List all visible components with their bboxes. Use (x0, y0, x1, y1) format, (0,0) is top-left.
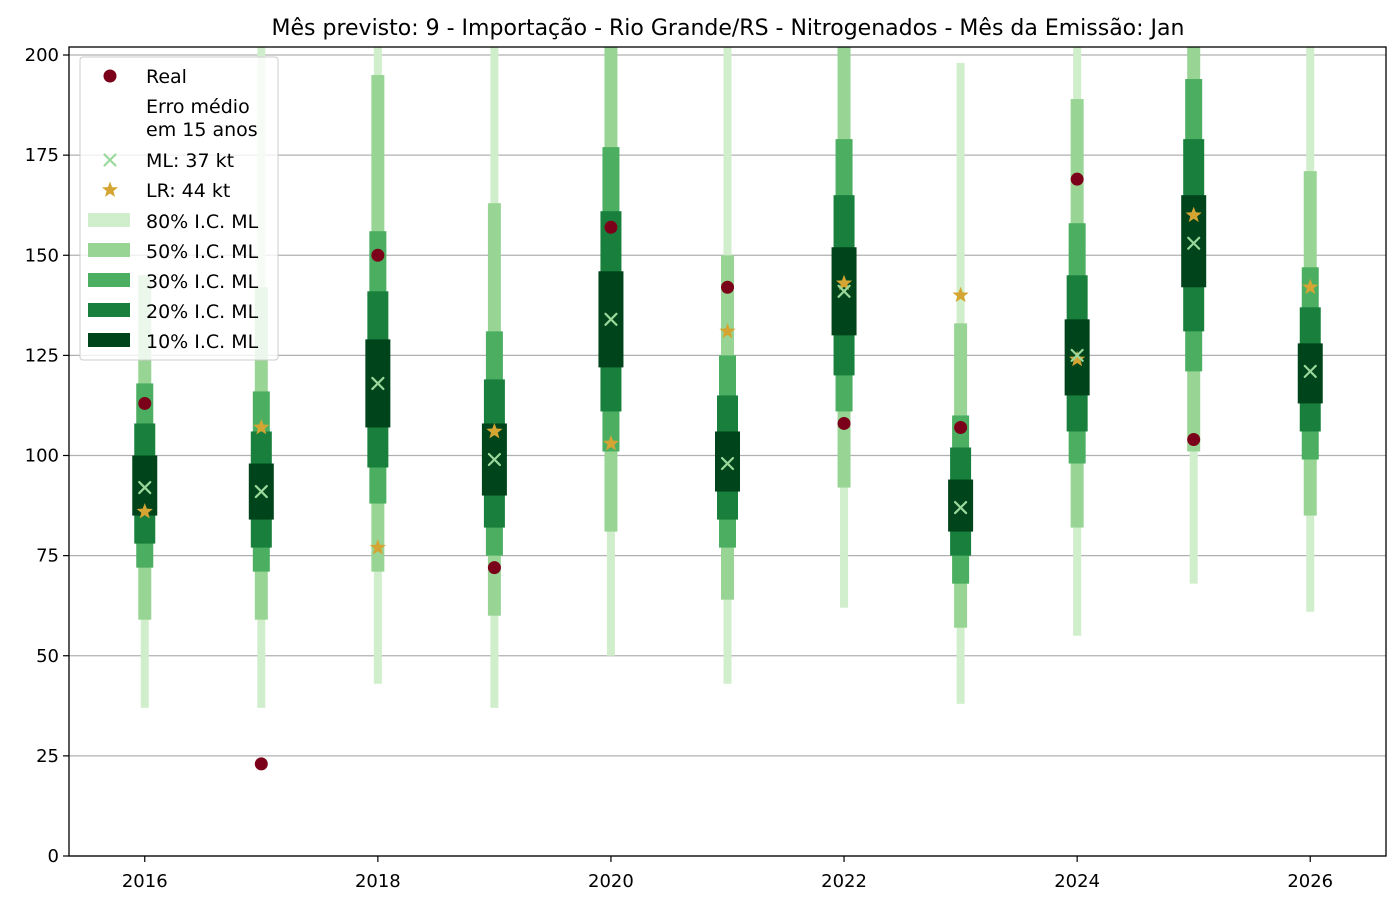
ml-point-2024-stroke-b (1070, 348, 1084, 362)
x-tick-label-2018: 2018 (355, 871, 401, 892)
real-point-2018 (371, 248, 385, 262)
x-tick-label-2020: 2020 (588, 871, 634, 892)
lr-point-2017 (253, 418, 270, 435)
y-tick-label-175: 175 (25, 145, 59, 166)
legend-ml-label: ML: 37 kt (146, 150, 234, 172)
legend-ci10-swatch (88, 333, 130, 347)
ml-point-2016-stroke-b (138, 480, 152, 495)
y-tick-label-75: 75 (36, 546, 59, 567)
x-tick-label-2022: 2022 (821, 871, 867, 892)
real-point-2017 (254, 757, 268, 771)
real-point-2020 (604, 220, 618, 234)
legend-ci80-label: 80% I.C. ML (146, 211, 259, 233)
ml-point-2019 (487, 452, 502, 467)
legend-error-header-line2: em 15 anos (146, 119, 258, 141)
legend-lr-marker (101, 181, 119, 197)
y-tick-label-125: 125 (25, 345, 59, 366)
ci10-bar-2026 (1297, 343, 1323, 404)
legend-ci30-label: 30% I.C. ML (146, 271, 259, 293)
ml-point-2017-stroke-b (254, 484, 268, 499)
legend-ci80-swatch (88, 213, 130, 227)
y-tick-label-25: 25 (36, 746, 59, 767)
ml-point-2021 (720, 456, 735, 471)
ml-point-2025-stroke-b (1187, 236, 1201, 250)
legend-ci20-label: 20% I.C. ML (146, 301, 259, 323)
lr-point-2016 (136, 503, 153, 519)
legend-lr-label: LR: 44 kt (146, 180, 230, 202)
y-axis: 0 25 50 75 100 125 150 175 200 (25, 45, 69, 867)
ml-point-2019-stroke-b (487, 452, 502, 467)
ml-point-2020-stroke-b (604, 312, 618, 326)
ml-point-2026-stroke-b (1303, 364, 1317, 379)
legend-ml-x (103, 153, 117, 167)
y-tick-label-0: 0 (48, 846, 59, 867)
interval-bars (132, 47, 1323, 708)
real-point-2022 (837, 416, 851, 430)
real-point-2023 (954, 420, 968, 434)
lr-point-2022 (835, 274, 853, 291)
x-tick-label-2024: 2024 (1054, 871, 1100, 892)
ml-point-2024 (1070, 348, 1084, 362)
ml-point-2022-stroke-b (837, 284, 851, 298)
real-point-2019 (487, 561, 501, 575)
legend: Real Erro médio em 15 anos ML: 37 kt LR:… (79, 56, 279, 361)
ml-point-2025 (1187, 236, 1201, 250)
ml-point-2021-stroke-b (720, 456, 735, 471)
lr-point-2026 (1302, 278, 1319, 295)
ml-point-2016 (138, 480, 152, 495)
legend-ml-marker (103, 153, 117, 167)
ml-point-2018-stroke-b (371, 376, 385, 391)
ml-point-2026 (1303, 364, 1317, 379)
ci10-bar-2023 (948, 479, 974, 532)
legend-error-header-line1: Erro médio (146, 96, 250, 118)
legend-ci30-swatch (88, 273, 130, 287)
lr-point-2023 (952, 286, 969, 303)
legend-ml-x-stroke-b (103, 153, 117, 167)
plot-frame (68, 46, 1387, 857)
x-tick-label-2016: 2016 (122, 871, 168, 892)
real-point-2024 (1070, 172, 1084, 186)
y-tick-label-50: 50 (36, 646, 59, 667)
lr-point-2025 (1185, 206, 1202, 223)
legend-ci10-label: 10% I.C. ML (146, 331, 259, 353)
chart-title: Mês previsto: 9 - Importação - Rio Grand… (272, 16, 1185, 41)
legend-real-label: Real (146, 66, 187, 88)
y-tick-label-150: 150 (25, 245, 59, 266)
lr-point-2020 (602, 434, 620, 451)
real-point-2021 (721, 280, 734, 294)
ml-point-2023 (953, 500, 968, 515)
ml-point-2020 (604, 312, 618, 326)
legend-ci50-swatch (88, 243, 130, 257)
lr-point-2021 (719, 322, 736, 339)
real-point-2025 (1187, 432, 1201, 446)
lr-point-2018 (369, 539, 386, 555)
lr-point-2019 (486, 422, 503, 439)
ml-point-2023-stroke-b (953, 500, 968, 515)
ml-point-2022 (837, 284, 851, 298)
legend-ci20-swatch (88, 303, 130, 317)
y-tick-label-200: 200 (25, 45, 59, 66)
data-markers (136, 172, 1319, 771)
x-axis: 2016 2018 2020 2022 2024 2026 (122, 856, 1333, 892)
legend-ci50-label: 50% I.C. ML (146, 241, 259, 263)
real-point-2016 (138, 396, 152, 410)
legend-real-marker (103, 69, 117, 83)
x-tick-label-2026: 2026 (1287, 871, 1333, 892)
y-tick-label-100: 100 (25, 446, 59, 467)
ci10-bar-2021 (715, 431, 740, 492)
lr-point-2024 (1069, 350, 1086, 367)
ml-point-2018 (371, 376, 385, 391)
ml-point-2017 (254, 484, 268, 499)
